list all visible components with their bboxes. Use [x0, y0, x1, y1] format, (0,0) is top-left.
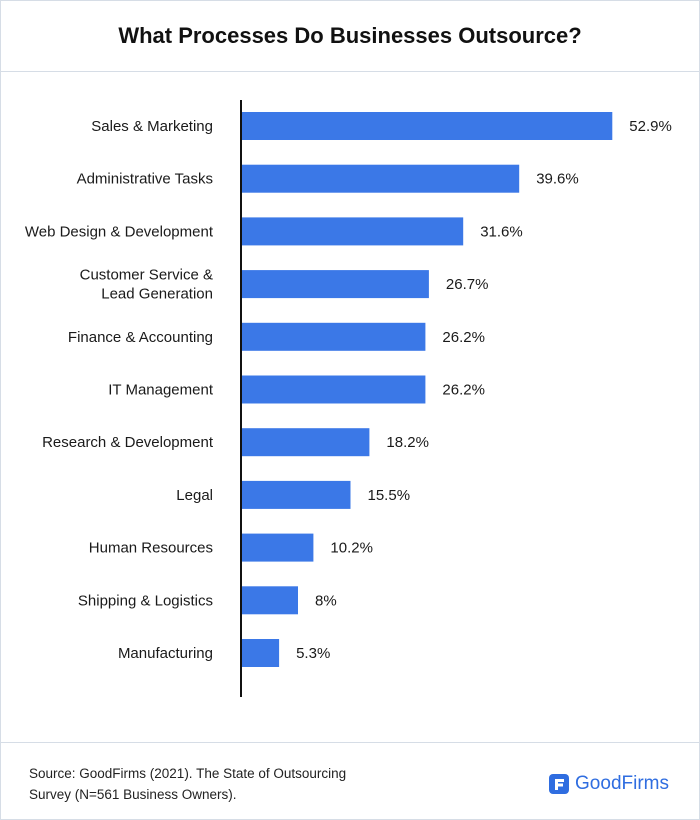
category-label: Sales & Marketing: [91, 118, 213, 135]
category-label: Finance & Accounting: [68, 329, 213, 346]
bar-value-label: 26.2%: [442, 329, 485, 346]
bar-value-label: 39.6%: [536, 171, 579, 188]
category-label-line: IT Management: [108, 382, 214, 399]
category-label: Legal: [176, 487, 213, 504]
bar: [242, 480, 351, 509]
brand-name: GoodFirms: [575, 773, 669, 794]
bar-value-label: 15.5%: [368, 487, 411, 504]
bar: [242, 322, 426, 351]
category-label: IT Management: [108, 382, 214, 399]
bar: [242, 375, 426, 404]
footer: Source: GoodFirms (2021). The State of O…: [1, 742, 699, 819]
category-label: Customer Service & Lead Generation: [80, 267, 213, 303]
bar-value-label: 18.2%: [386, 434, 429, 451]
category-label-line: Lead Generation: [101, 286, 213, 303]
category-label: Shipping & Logistics: [78, 592, 213, 609]
bar: [242, 112, 613, 140]
category-label-line: Shipping & Logistics: [78, 592, 213, 609]
bar-value-label: 5.3%: [296, 645, 330, 662]
category-label-line: Research & Development: [42, 434, 214, 451]
source-note: Source: GoodFirms (2021). The State of O…: [29, 766, 347, 802]
title-bar: What Processes Do Businesses Outsource?: [1, 1, 699, 72]
category-label-line: Customer Service &: [80, 267, 213, 284]
category-label-line: Sales & Marketing: [91, 118, 213, 135]
bar: [242, 217, 464, 246]
category-label: Research & Development: [42, 434, 214, 451]
category-label-line: Legal: [176, 487, 213, 504]
goodfirms-logo-icon: [549, 774, 570, 794]
chart-area: 52.9% Sales & Marketing 39.6% Administrativ…: [1, 72, 699, 743]
bar: [242, 164, 520, 193]
bar-value-label: 31.6%: [480, 223, 523, 240]
brand-logo: GoodFirms: [549, 773, 669, 795]
bar: [242, 428, 370, 457]
bar: [242, 270, 429, 299]
category-label-line: Administrative Tasks: [77, 171, 213, 188]
bar-value-label: 52.9%: [629, 118, 672, 135]
bar-value-label: 10.2%: [330, 540, 373, 557]
category-label: Manufacturing: [118, 645, 213, 662]
bar-value-label: 26.2%: [442, 382, 485, 399]
bar: [242, 586, 298, 615]
bar: [242, 639, 280, 667]
category-label-line: Finance & Accounting: [68, 329, 213, 346]
category-label: Human Resources: [89, 540, 213, 557]
category-label-line: Human Resources: [89, 540, 213, 557]
bar-value-label: 26.7%: [446, 276, 489, 293]
bar-value-label: 8%: [315, 592, 337, 609]
chart-title: What Processes Do Businesses Outsource?: [118, 23, 582, 48]
category-label-line: Manufacturing: [118, 645, 213, 662]
category-label: Web Design & Development: [25, 223, 214, 240]
bar: [242, 533, 314, 562]
bar-chart: 52.9% Sales & Marketing 39.6% Administrativ…: [25, 100, 672, 697]
category-label-line: Web Design & Development: [25, 223, 214, 240]
category-label: Administrative Tasks: [77, 171, 213, 188]
